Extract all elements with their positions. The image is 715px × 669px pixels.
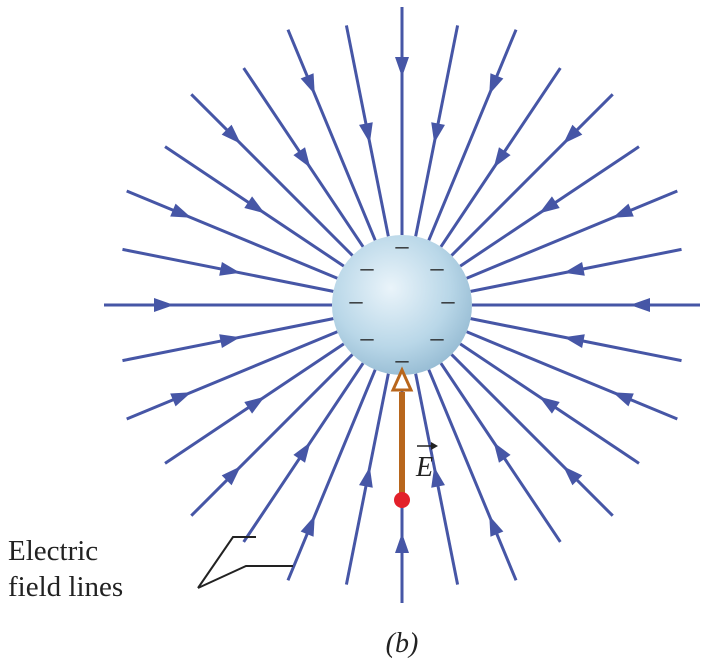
field-arrow [539,196,560,214]
field-line [126,330,338,421]
charge-signs: –– –– –– –– [349,231,456,374]
field-arrow [489,515,504,537]
field-arrow [630,298,650,312]
callout-line1: Electric [8,535,98,567]
field-arrow [221,466,241,486]
charge-sign: – [349,286,364,315]
field-line [466,330,678,421]
field-lines [104,7,700,603]
vector-label: E [415,452,433,483]
field-arrow [300,73,315,95]
charge-sign: – [441,286,456,315]
field-arrow [563,466,583,486]
charge-sign: – [360,253,375,282]
field-arrow [395,57,409,77]
field-arrow [395,533,409,553]
field-arrow [221,124,241,144]
field-arrow [170,392,192,407]
field-arrow [539,396,560,414]
field-line [450,353,614,517]
field-arrow [359,122,373,144]
field-arrow [612,392,634,407]
field-arrow [219,334,241,348]
field-line [190,353,354,517]
field-line [450,93,614,257]
field-arrow [563,262,585,276]
field-arrow [431,122,445,144]
field-arrow [244,196,265,214]
charge-sign: – [395,345,410,374]
field-line [190,93,354,257]
field-vector-head [390,366,414,392]
field-arrow [300,515,315,537]
field-arrow [154,298,174,312]
field-line [427,369,518,581]
charged-sphere [332,235,472,375]
field-line [466,189,678,280]
vector-accent [417,442,438,450]
charge-sign: – [430,253,445,282]
field-arrow [563,124,583,144]
field-arrow [244,396,265,414]
field-line [286,29,377,241]
caption: (b) [386,628,419,659]
field-arrow [293,442,311,463]
field-arrow [563,334,585,348]
test-point [394,492,410,508]
charge-sign: – [430,323,445,352]
field-line [427,29,518,241]
charge-sign: – [360,323,375,352]
field-line [286,369,377,581]
field-arrow [219,262,241,276]
callout-line2: field lines [8,571,123,603]
field-arrow [431,466,445,488]
charge-sign: – [395,231,410,260]
field-arrow [493,442,511,463]
field-arrow [359,466,373,488]
field-arrow [293,147,311,168]
field-arrow [170,203,192,218]
leader-line [197,536,256,589]
field-arrow [612,203,634,218]
field-arrow [489,73,504,95]
field-arrow [493,147,511,168]
field-line [126,189,338,280]
leader-line [197,565,293,589]
